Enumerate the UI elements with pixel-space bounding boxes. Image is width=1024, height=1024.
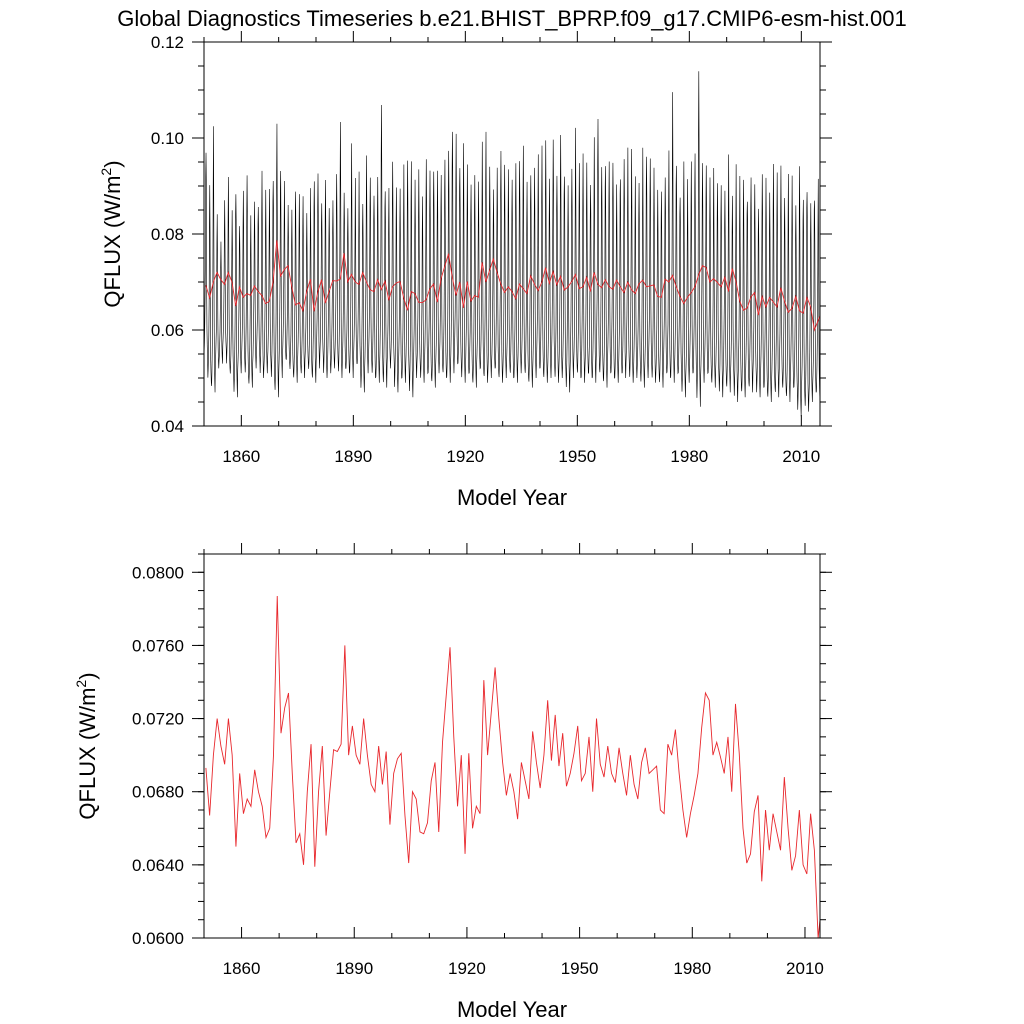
y-tick-label: 0.0760 <box>132 636 184 655</box>
x-tick-label: 1980 <box>670 447 708 466</box>
y-axis-title-main: QFLUX (W/m <box>100 176 125 308</box>
y-tick-label: 0.0600 <box>132 929 184 948</box>
chart-bottom-panel: 1860 1890 1920 1950 1980 2010 0.0600 0.0640 0.06… <box>73 543 832 1022</box>
x-tick-label: 1890 <box>334 447 372 466</box>
y-axis-title-main: QFLUX (W/m <box>75 688 100 820</box>
y-axis-title-end: ) <box>100 160 125 167</box>
y-axis-title: QFLUX (W/m2) <box>98 160 125 307</box>
plot-series-group <box>204 71 820 417</box>
plot-series-group <box>205 596 820 938</box>
y-tick-label: 0.0720 <box>132 710 184 729</box>
y-tick-label: 0.04 <box>151 417 184 436</box>
y-axis-title-sup: 2 <box>73 680 89 688</box>
x-tick-label: 1980 <box>673 959 711 978</box>
x-tick-label: 1860 <box>223 959 261 978</box>
plot-frame <box>203 553 821 939</box>
y-tick-label: 0.12 <box>151 33 184 52</box>
y-axis-title: QFLUX (W/m2) <box>73 672 100 819</box>
axis-labels: 1860 1890 1920 1950 1980 2010 0.04 0.06 0.08 0.10… <box>151 33 820 466</box>
x-axis-title: Model Year <box>457 997 567 1022</box>
y-axis-title-end: ) <box>75 672 100 679</box>
x-tick-label: 1890 <box>335 959 373 978</box>
page-title: Global Diagnostics Timeseries b.e21.BHIS… <box>117 6 907 31</box>
series-line-annual-mean <box>205 596 820 938</box>
y-tick-label: 0.08 <box>151 225 184 244</box>
y-tick-label: 0.0640 <box>132 856 184 875</box>
x-tick-label: 1950 <box>561 959 599 978</box>
x-axis-title: Model Year <box>457 485 567 510</box>
x-tick-label: 2010 <box>786 959 824 978</box>
x-tick-label: 1860 <box>222 447 260 466</box>
axis-ticks <box>192 31 832 427</box>
y-tick-label: 0.06 <box>151 321 184 340</box>
y-tick-label: 0.0800 <box>132 563 184 582</box>
y-tick-label: 0.0680 <box>132 783 184 802</box>
axis-labels: 1860 1890 1920 1950 1980 2010 0.0600 0.0640 0.06… <box>132 563 824 978</box>
x-tick-label: 1920 <box>448 959 486 978</box>
y-axis-title-sup: 2 <box>98 168 114 176</box>
chart-top-panel: 1860 1890 1920 1950 1980 2010 0.04 0.06 0.08 0.10… <box>98 31 832 510</box>
series-line-annual-mean <box>205 240 820 332</box>
series-line-monthly <box>204 71 820 417</box>
axis-ticks <box>192 543 832 939</box>
x-tick-label: 1920 <box>446 447 484 466</box>
y-tick-label: 0.10 <box>151 129 184 148</box>
x-tick-label: 2010 <box>782 447 820 466</box>
x-tick-label: 1950 <box>558 447 596 466</box>
